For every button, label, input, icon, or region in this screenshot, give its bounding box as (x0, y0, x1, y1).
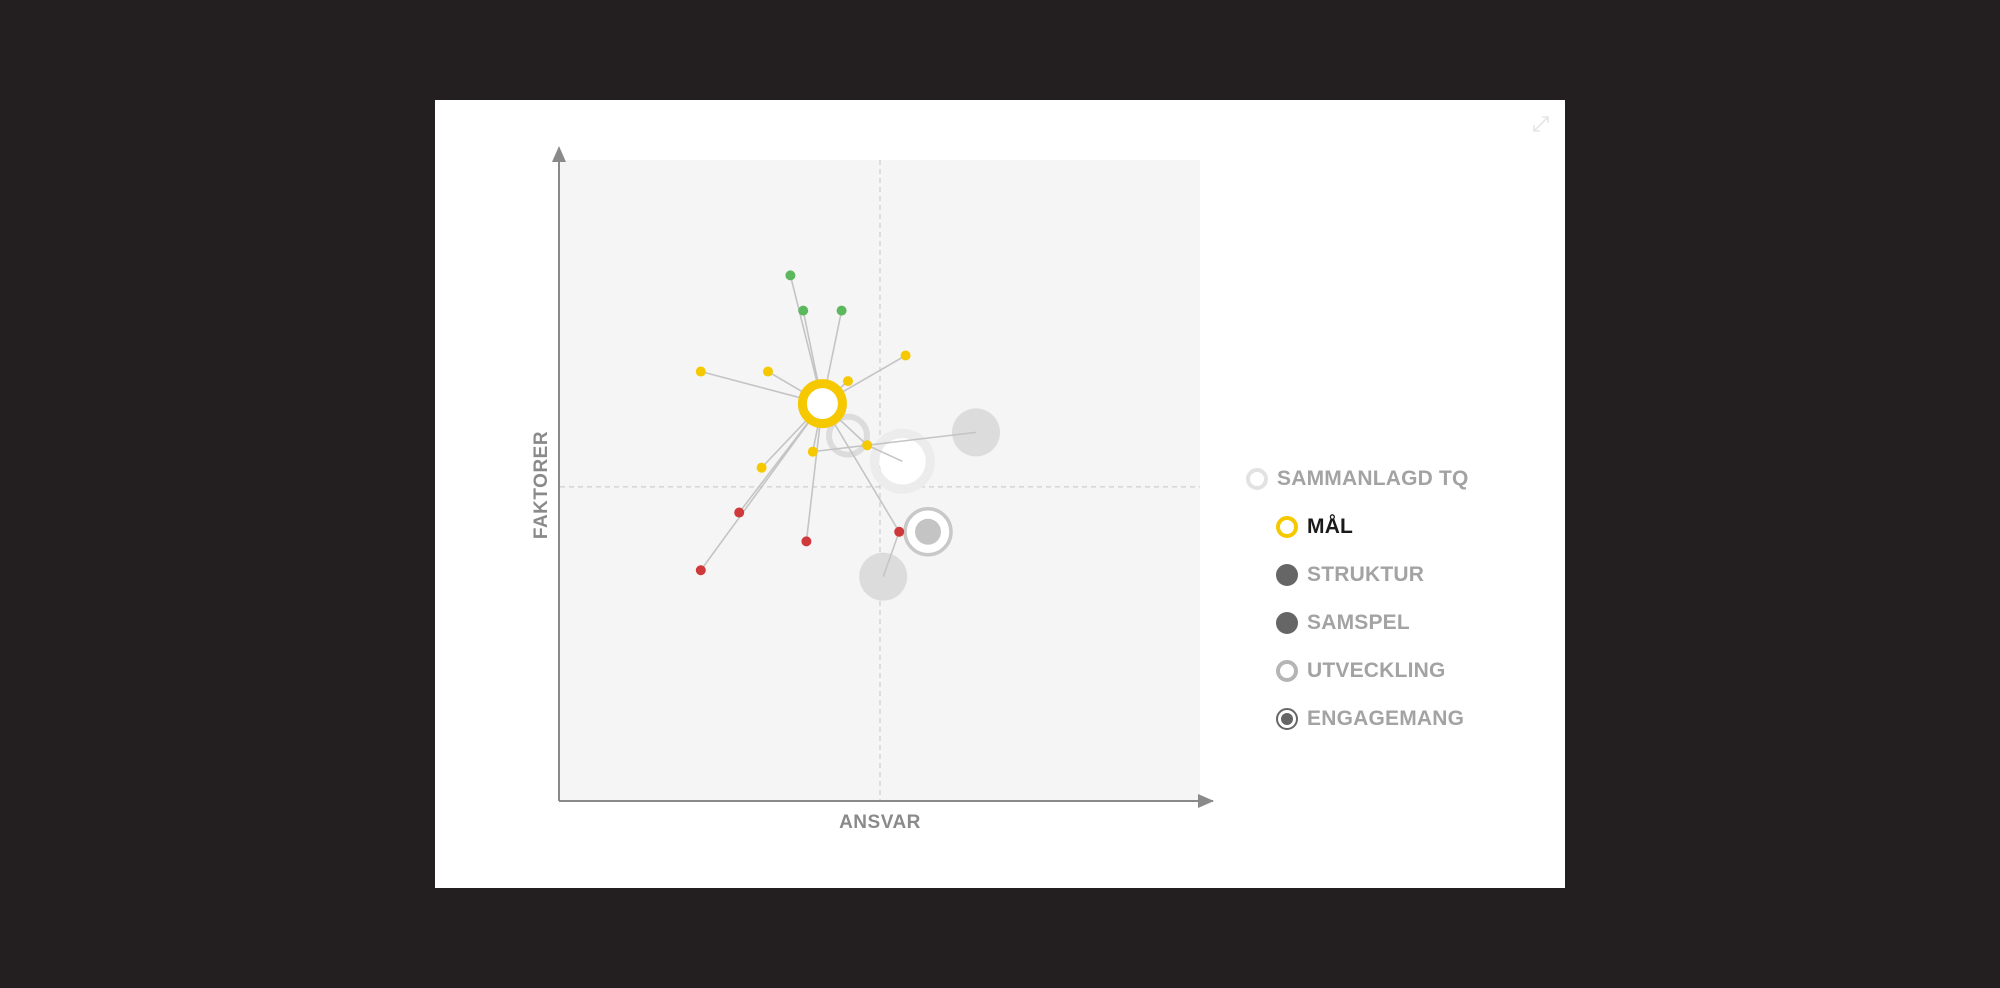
chart-modal: ANSVAR FAKTORER SAMMANLAGD TQ MÅL STRUKTUR… (435, 100, 1565, 888)
hub-connector-line (700, 403, 824, 571)
data-point-red[interactable] (801, 536, 812, 547)
data-point-green[interactable] (836, 305, 847, 316)
sammanlagd-tq-legend-icon (1245, 467, 1269, 491)
x-axis-label: ANSVAR (839, 812, 921, 833)
samspel-legend-icon (1275, 611, 1299, 635)
engagemang-legend-icon (1275, 707, 1299, 731)
y-axis-label: FAKTORER (531, 431, 552, 539)
legend: SAMMANLAGD TQ MÅL STRUKTUR SAMSPEL UTVECKLIN… (1245, 455, 1469, 743)
scatter-chart: ANSVAR FAKTORER (531, 146, 1214, 833)
data-point-green[interactable] (785, 270, 796, 281)
legend-label: SAMSPEL (1307, 611, 1410, 634)
data-point-yellow[interactable] (763, 366, 773, 377)
mal-legend-icon (1275, 515, 1299, 539)
legend-item-sammanlagd-tq[interactable]: SAMMANLAGD TQ (1245, 455, 1469, 503)
legend-label: MÅL (1307, 515, 1354, 538)
data-point-yellow[interactable] (862, 440, 873, 451)
legend-item-struktur[interactable]: STRUKTUR (1245, 551, 1469, 599)
series-connector-line (882, 531, 900, 577)
data-point-red[interactable] (734, 507, 745, 518)
data-point-yellow[interactable] (900, 350, 911, 361)
series-connector-line (812, 431, 977, 453)
x-axis-arrow (1198, 794, 1214, 808)
mal-hub-marker[interactable] (797, 379, 847, 429)
struktur-legend-icon (1275, 563, 1299, 587)
data-point-green[interactable] (798, 305, 809, 316)
series-connector-line (866, 444, 903, 462)
samspel-marker[interactable] (859, 552, 908, 601)
utveckling-legend-icon (1275, 659, 1299, 683)
legend-item-utveckling[interactable]: UTVECKLING (1245, 647, 1469, 695)
legend-label: UTVECKLING (1307, 659, 1446, 682)
legend-label: ENGAGEMANG (1307, 707, 1465, 730)
data-point-yellow[interactable] (756, 462, 767, 473)
hub-connector-line (821, 403, 900, 533)
engagemang-marker-dot (915, 518, 941, 545)
sammanlagd-tq-marker[interactable] (869, 428, 935, 494)
legend-label: SAMMANLAGD TQ (1277, 467, 1469, 490)
legend-item-mal[interactable]: MÅL (1245, 503, 1469, 551)
data-point-red[interactable] (894, 526, 905, 537)
utveckling-marker[interactable] (826, 413, 870, 458)
sammanlagd-tq-marker-center (879, 438, 926, 485)
expand-icon[interactable] (1531, 114, 1551, 134)
legend-item-engagemang[interactable]: ENGAGEMANG (1245, 695, 1469, 743)
legend-item-samspel[interactable]: SAMSPEL (1245, 599, 1469, 647)
legend-label: STRUKTUR (1307, 563, 1425, 586)
data-point-red[interactable] (695, 565, 706, 576)
data-point-yellow[interactable] (807, 446, 818, 457)
y-axis-arrow (552, 146, 566, 162)
data-point-yellow[interactable] (843, 376, 853, 387)
data-point-yellow[interactable] (695, 366, 706, 377)
